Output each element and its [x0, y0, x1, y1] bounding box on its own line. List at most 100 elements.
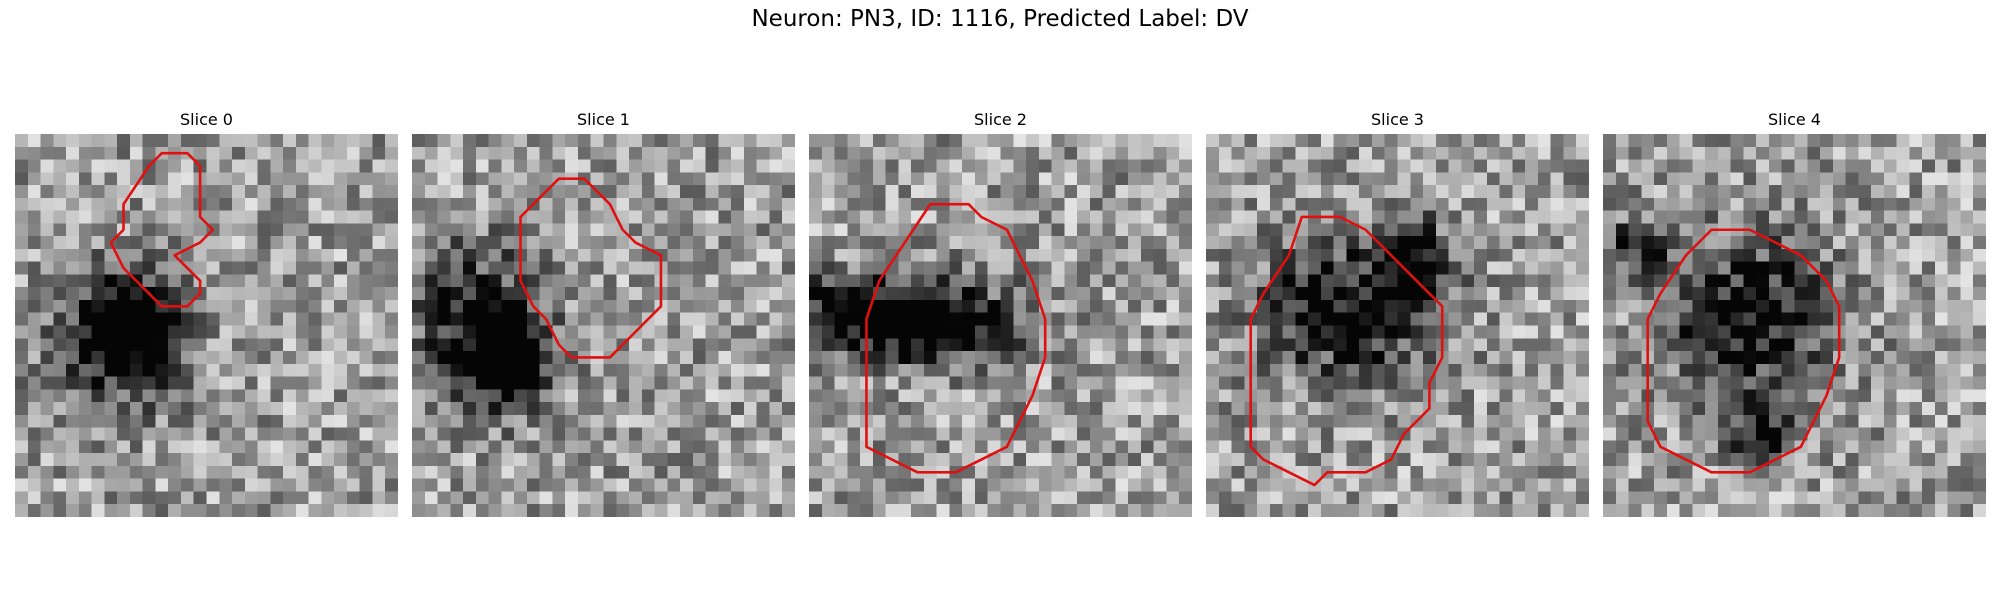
pixel	[78, 414, 92, 428]
pixel	[898, 172, 912, 186]
pixel	[1934, 414, 1948, 428]
pixel	[911, 453, 925, 467]
pixel	[78, 287, 92, 301]
pixel	[987, 351, 1001, 365]
pixel	[1474, 478, 1488, 492]
pixel	[1051, 287, 1065, 301]
pixel	[1320, 197, 1334, 211]
pixel	[860, 236, 874, 250]
pixel	[1077, 325, 1091, 339]
pixel	[821, 338, 835, 352]
pixel	[603, 172, 617, 186]
pixel-grid	[809, 134, 1192, 517]
pixel	[616, 414, 630, 428]
pixel	[206, 172, 220, 186]
pixel	[334, 261, 348, 275]
pixel	[91, 134, 105, 148]
pixel	[1013, 504, 1027, 517]
pixel	[424, 261, 438, 275]
pixel	[104, 376, 118, 390]
pixel	[501, 172, 515, 186]
pixel	[1615, 478, 1629, 492]
pixel	[27, 223, 41, 237]
pixel	[1026, 223, 1040, 237]
pixel	[129, 223, 143, 237]
pixel	[1295, 197, 1309, 211]
pixel	[1512, 338, 1526, 352]
pixel	[463, 223, 477, 237]
pixel	[1128, 453, 1142, 467]
pixel	[923, 172, 937, 186]
pixel	[1603, 427, 1617, 441]
pixel	[1359, 312, 1373, 326]
pixel	[193, 504, 207, 517]
slice-image	[1206, 134, 1589, 517]
pixel	[1934, 172, 1948, 186]
pixel	[1525, 465, 1539, 479]
pixel	[962, 223, 976, 237]
pixel	[756, 453, 770, 467]
pixel	[257, 172, 271, 186]
pixel	[1179, 248, 1192, 262]
pixel	[1922, 363, 1936, 377]
pixel	[821, 274, 835, 288]
pixel	[1320, 453, 1334, 467]
pixel	[463, 159, 477, 173]
pixel	[450, 376, 464, 390]
pixel	[1525, 299, 1539, 313]
pixel	[847, 312, 861, 326]
pixel	[603, 478, 617, 492]
pixel	[424, 376, 438, 390]
pixel	[1947, 185, 1961, 199]
pixel	[1064, 465, 1078, 479]
pixel	[962, 159, 976, 173]
pixel	[911, 172, 925, 186]
pixel	[463, 210, 477, 224]
pixel	[66, 402, 80, 416]
pixel	[962, 478, 976, 492]
pixel	[1563, 338, 1577, 352]
pixel	[1692, 491, 1706, 505]
pixel	[1166, 134, 1180, 148]
pixel	[962, 299, 976, 313]
pixel	[232, 402, 246, 416]
pixel	[1026, 491, 1040, 505]
pixel	[475, 440, 489, 454]
pixel	[1871, 491, 1885, 505]
pixel	[654, 134, 668, 148]
pixel	[15, 427, 29, 441]
pixel	[501, 236, 515, 250]
pixel	[1089, 389, 1103, 403]
pixel	[667, 146, 681, 160]
pixel	[104, 440, 118, 454]
pixel	[437, 274, 451, 288]
pixel	[1013, 274, 1027, 288]
pixel	[743, 274, 757, 288]
pixel	[1832, 261, 1846, 275]
pixel	[1820, 402, 1834, 416]
pixel	[1320, 172, 1334, 186]
pixel	[1781, 351, 1795, 365]
pixel	[1576, 402, 1589, 416]
pixel	[1013, 210, 1027, 224]
pixel	[385, 338, 398, 352]
pixel	[1820, 312, 1834, 326]
pixel	[1743, 172, 1757, 186]
pixel	[270, 427, 284, 441]
pixel	[91, 287, 105, 301]
pixel	[1525, 210, 1539, 224]
pixel	[834, 338, 848, 352]
pixel	[66, 491, 80, 505]
pixel	[219, 389, 233, 403]
pixel	[1461, 389, 1475, 403]
pixel	[577, 465, 591, 479]
pixel	[27, 248, 41, 262]
pixel	[872, 491, 886, 505]
pixel	[232, 478, 246, 492]
pixel	[1973, 134, 1986, 148]
pixel	[616, 210, 630, 224]
pixel	[974, 427, 988, 441]
pixel	[1026, 414, 1040, 428]
pixel	[475, 389, 489, 403]
pixel	[1666, 402, 1680, 416]
